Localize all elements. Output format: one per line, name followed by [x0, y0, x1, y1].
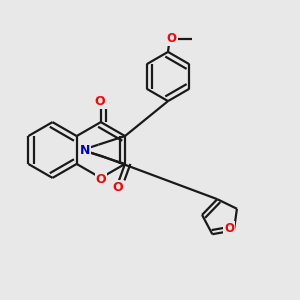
Text: O: O — [166, 32, 176, 45]
Text: O: O — [113, 182, 123, 194]
Text: O: O — [224, 222, 234, 236]
Text: O: O — [94, 94, 105, 108]
Text: O: O — [95, 173, 106, 186]
Text: N: N — [80, 143, 90, 157]
